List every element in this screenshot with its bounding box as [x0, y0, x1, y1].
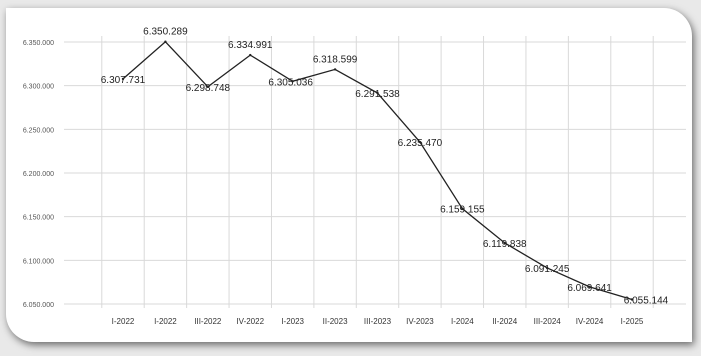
- data-point: [545, 266, 549, 270]
- x-tick-label: III-2024: [534, 317, 562, 326]
- x-tick-label: I-2023: [281, 317, 304, 326]
- data-point: [503, 241, 506, 245]
- data-label: 6.291.538: [355, 89, 400, 100]
- data-point: [461, 207, 464, 210]
- data-point: [588, 285, 591, 289]
- data-label: 6.305.036: [268, 77, 313, 88]
- data-label: 6.119.838: [483, 239, 527, 250]
- data-point: [333, 68, 337, 71]
- y-tick-label: 6.150.000: [23, 215, 54, 222]
- data-label: 6.069.641: [567, 283, 612, 294]
- x-tick-label: I-2022: [154, 317, 177, 326]
- y-tick-label: 6.200.000: [23, 171, 54, 178]
- grid: [64, 36, 686, 308]
- data-label: 6.307.731: [101, 75, 146, 86]
- data-label: 6.350.289: [143, 27, 188, 38]
- y-tick-label: 6.250.000: [23, 127, 54, 134]
- data-point: [249, 53, 252, 57]
- data-point: [291, 80, 294, 83]
- data-label: 6.298.748: [186, 83, 231, 94]
- x-tick-label: II-2023: [323, 317, 348, 326]
- data-point: [164, 40, 167, 43]
- x-tick-label: I-2022: [112, 317, 135, 326]
- x-tick-label: IV-2023: [406, 317, 434, 326]
- data-label: 6.159.155: [440, 205, 485, 216]
- y-tick-label: 6.350.000: [23, 40, 54, 47]
- x-tick-label: II-2024: [492, 317, 517, 326]
- x-tick-label: IV-2024: [576, 317, 604, 326]
- x-tick-label: IV-2022: [236, 317, 264, 326]
- data-point: [418, 140, 422, 144]
- data-point: [630, 298, 634, 301]
- x-tick-label: III-2022: [194, 317, 222, 326]
- y-tick-label: 6.100.000: [23, 258, 54, 265]
- data-label: 6.334.991: [228, 40, 273, 51]
- y-tick-label: 6.300.000: [23, 84, 54, 91]
- data-point: [206, 85, 210, 88]
- data-label: 6.091.245: [525, 264, 570, 275]
- series-line-group: [121, 40, 634, 301]
- data-point: [376, 91, 379, 95]
- data-labels: 6.307.731 6.350.289 6.298.748 6.334.991 6.30…: [101, 27, 669, 307]
- x-tick-label: III-2023: [364, 317, 392, 326]
- data-point: [121, 77, 125, 81]
- y-tick-label: 6.050.000: [23, 302, 54, 309]
- x-tick-label: I-2025: [621, 317, 644, 326]
- series-line: [122, 40, 633, 301]
- data-label: 6.055.144: [624, 296, 669, 307]
- data-label: 6.318.599: [313, 54, 358, 65]
- chart-card: 6.050.000 6.100.000 6.150.000 6.200.000 6.25…: [6, 8, 692, 342]
- line-chart: 6.050.000 6.100.000 6.150.000 6.200.000 6.25…: [23, 27, 686, 326]
- y-axis: 6.050.000 6.100.000 6.150.000 6.200.000 6.25…: [23, 40, 54, 309]
- x-tick-label: I-2024: [451, 317, 474, 326]
- data-label: 6.235.470: [398, 138, 443, 149]
- x-axis: I-2022 I-2022 III-2022 IV-2022 I-2023 II-2023…: [112, 317, 644, 326]
